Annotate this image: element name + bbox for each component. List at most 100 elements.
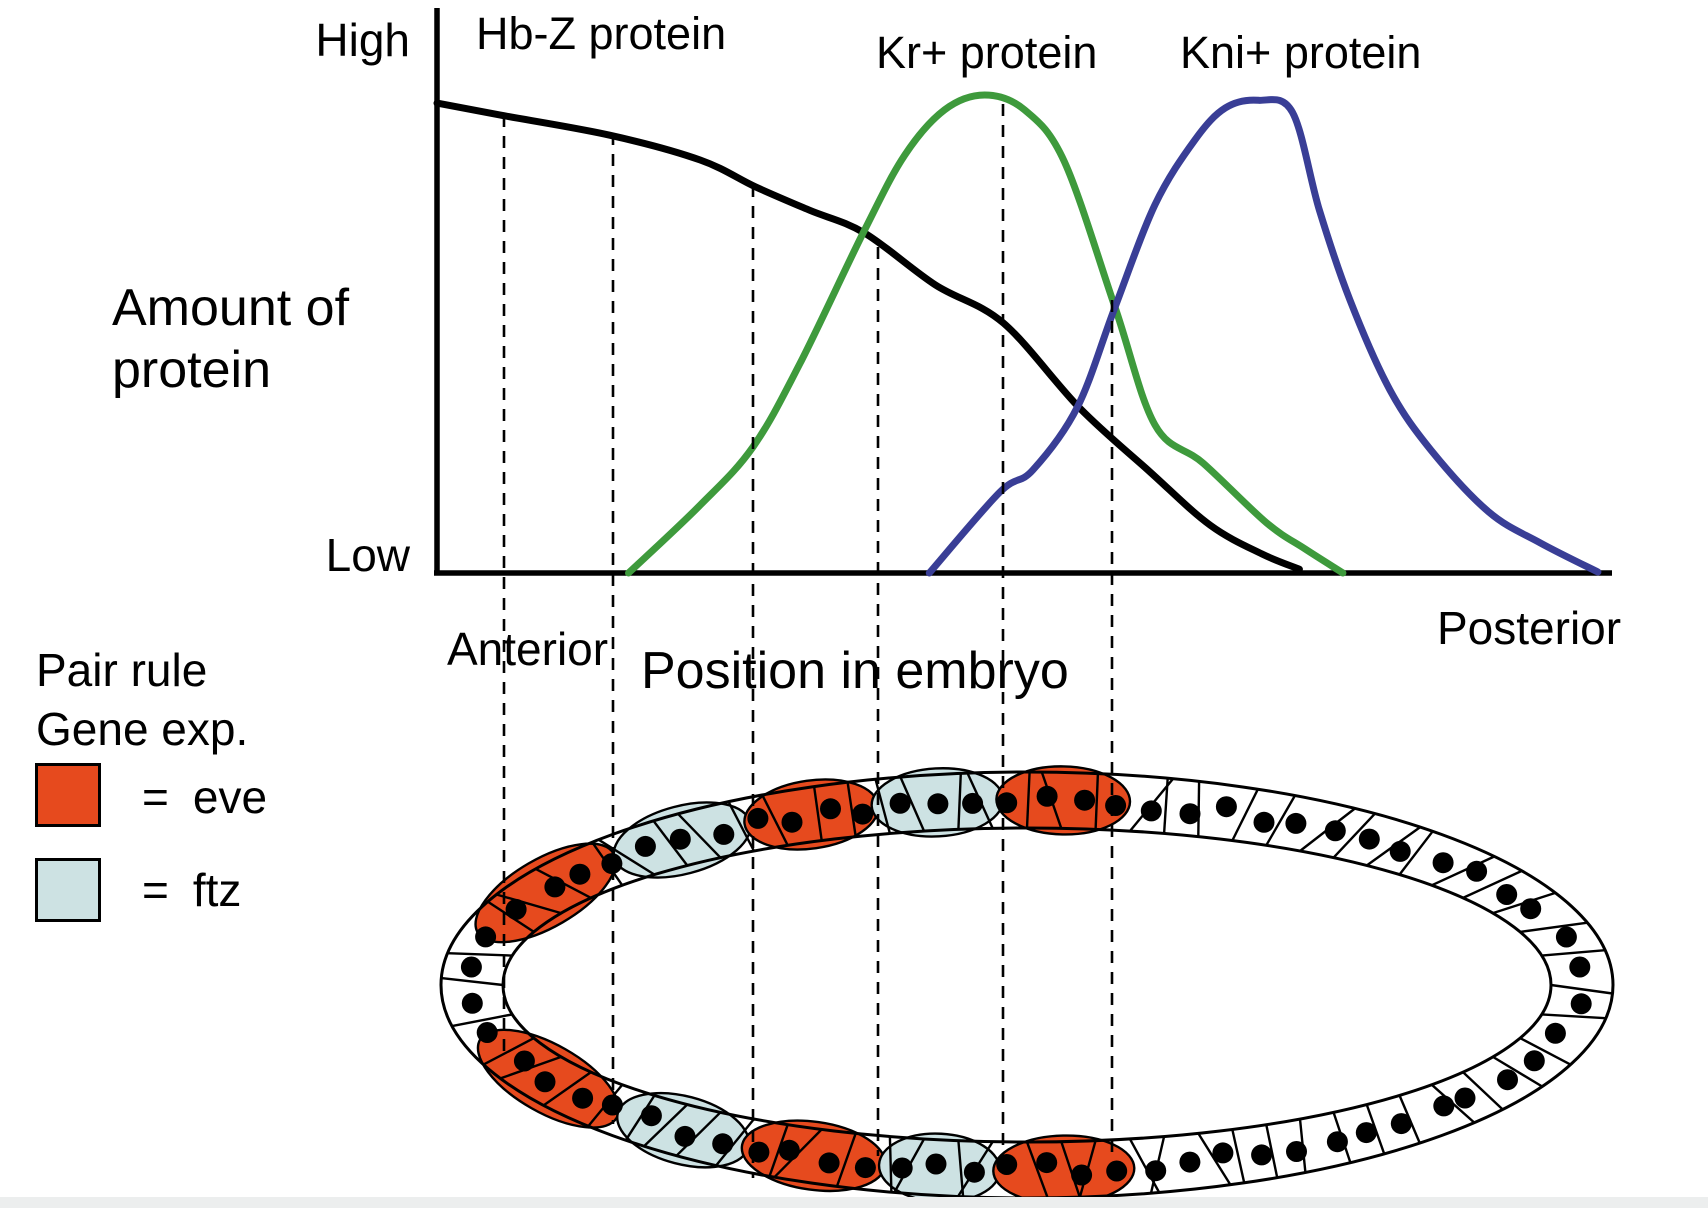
- cell-divider: [1231, 788, 1259, 842]
- cell-divider: [1462, 869, 1523, 899]
- cell-divider: [1162, 778, 1169, 834]
- cell-divider: [675, 1111, 722, 1157]
- cell-dot: [818, 1152, 840, 1174]
- protein-curves: [433, 91, 1602, 577]
- cell-dot: [1285, 812, 1307, 834]
- cell-dot: [640, 1105, 662, 1127]
- cell-divider: [1492, 1055, 1543, 1088]
- cell-dot: [1286, 1141, 1307, 1162]
- curve-kr: [625, 91, 1347, 577]
- cell-divider: [1060, 1141, 1081, 1198]
- cell-dot: [1215, 796, 1237, 818]
- legend-label-ftz: ftz: [192, 864, 242, 916]
- cell-dot: [925, 1153, 947, 1175]
- cell-divider: [1265, 795, 1296, 846]
- x-axis-title: Position in embryo: [641, 642, 1069, 700]
- cell-dot: [534, 1071, 556, 1093]
- cell-dot: [1326, 1131, 1348, 1153]
- curve-label-hbz: Hb-Z protein: [476, 8, 727, 59]
- cell-divider: [1128, 1138, 1161, 1194]
- embryo-outer-membrane: [439, 770, 1615, 1200]
- cell-dot: [634, 835, 656, 857]
- cell-dot: [1520, 898, 1542, 920]
- axes: [434, 8, 1612, 576]
- cell-dot: [1390, 1113, 1412, 1135]
- cell-dot: [601, 853, 623, 875]
- cell-dot: [669, 828, 691, 850]
- cell-divider: [761, 794, 789, 846]
- x-axis-anterior-label: Anterior: [447, 623, 609, 675]
- cell-dot: [1432, 852, 1454, 874]
- cell-divider: [1197, 781, 1201, 837]
- legend-swatch-eve: [35, 763, 101, 827]
- cell-divider: [652, 820, 689, 867]
- legend-title: Pair rule Gene exp.: [36, 644, 249, 755]
- cell-divider: [899, 776, 926, 832]
- cell-dot: [1570, 993, 1592, 1015]
- cell-divider: [677, 813, 722, 859]
- cell-dot: [1433, 1095, 1455, 1117]
- cell-dot: [712, 1133, 734, 1155]
- legend-swatch-ftz: [35, 858, 101, 922]
- cell-divider: [715, 1118, 755, 1167]
- cell-divider: [597, 838, 656, 876]
- y-axis-low-label: Low: [325, 529, 410, 581]
- equals-sign: =: [142, 771, 169, 823]
- cell-divider: [1431, 855, 1495, 887]
- cell-dot: [1523, 1050, 1545, 1072]
- cell-divider: [888, 1136, 893, 1193]
- cell-dot: [747, 807, 769, 829]
- cell-divider: [1398, 830, 1434, 876]
- cell-divider: [542, 1071, 592, 1107]
- curve-hbz: [433, 99, 1303, 573]
- cell-dot: [963, 1161, 985, 1183]
- cell-dot: [1555, 926, 1577, 948]
- cell-dot: [1496, 884, 1518, 905]
- y-axis-high-label: High: [315, 14, 410, 66]
- cell-divider: [957, 773, 962, 830]
- cell-dot: [778, 1139, 800, 1161]
- cell-dot: [854, 1157, 876, 1179]
- cell-dot: [461, 992, 483, 1014]
- cell-divider: [441, 976, 504, 987]
- cell-dot: [713, 823, 735, 845]
- embryo-diagram: [439, 765, 1615, 1205]
- cell-dot: [1389, 840, 1411, 862]
- curve-label-kni: Kni+ protein: [1180, 27, 1422, 78]
- cell-divider: [812, 786, 823, 841]
- cell-divider: [1519, 921, 1588, 934]
- cell-dot: [1251, 1144, 1273, 1166]
- cell-divider: [1025, 771, 1031, 829]
- cell-divider: [482, 1037, 535, 1066]
- cell-divider: [1197, 1132, 1232, 1186]
- cell-divider: [451, 1013, 513, 1028]
- cell-divider: [624, 1094, 656, 1141]
- cell-divider: [957, 1140, 965, 1197]
- cell-dot: [781, 811, 803, 833]
- cell-dot: [1569, 956, 1591, 978]
- cell-dot: [1179, 1151, 1201, 1173]
- cell-dot: [852, 803, 874, 825]
- cell-divider: [1541, 1013, 1606, 1020]
- x-axis-posterior-label: Posterior: [1437, 602, 1622, 654]
- cell-dot: [889, 792, 911, 814]
- page-edge-strip: [0, 1197, 1708, 1208]
- cell-dot: [1454, 1087, 1476, 1109]
- cell-divider: [1094, 773, 1100, 830]
- cell-divider: [496, 893, 562, 915]
- cell-dot: [1074, 789, 1096, 811]
- cell-divider: [587, 1083, 624, 1127]
- cell-dot: [569, 863, 591, 885]
- cell-dot: [1106, 1160, 1128, 1182]
- cell-dot: [891, 1157, 913, 1179]
- cell-divider: [1265, 1124, 1279, 1178]
- cell-dot: [748, 1141, 770, 1163]
- cell-dot: [1212, 1142, 1234, 1164]
- cell-dot: [927, 793, 949, 815]
- cell-dot: [1355, 1122, 1377, 1144]
- cell-dot: [505, 898, 527, 920]
- cell-dot: [996, 792, 1018, 814]
- cell-divider: [1519, 1037, 1572, 1066]
